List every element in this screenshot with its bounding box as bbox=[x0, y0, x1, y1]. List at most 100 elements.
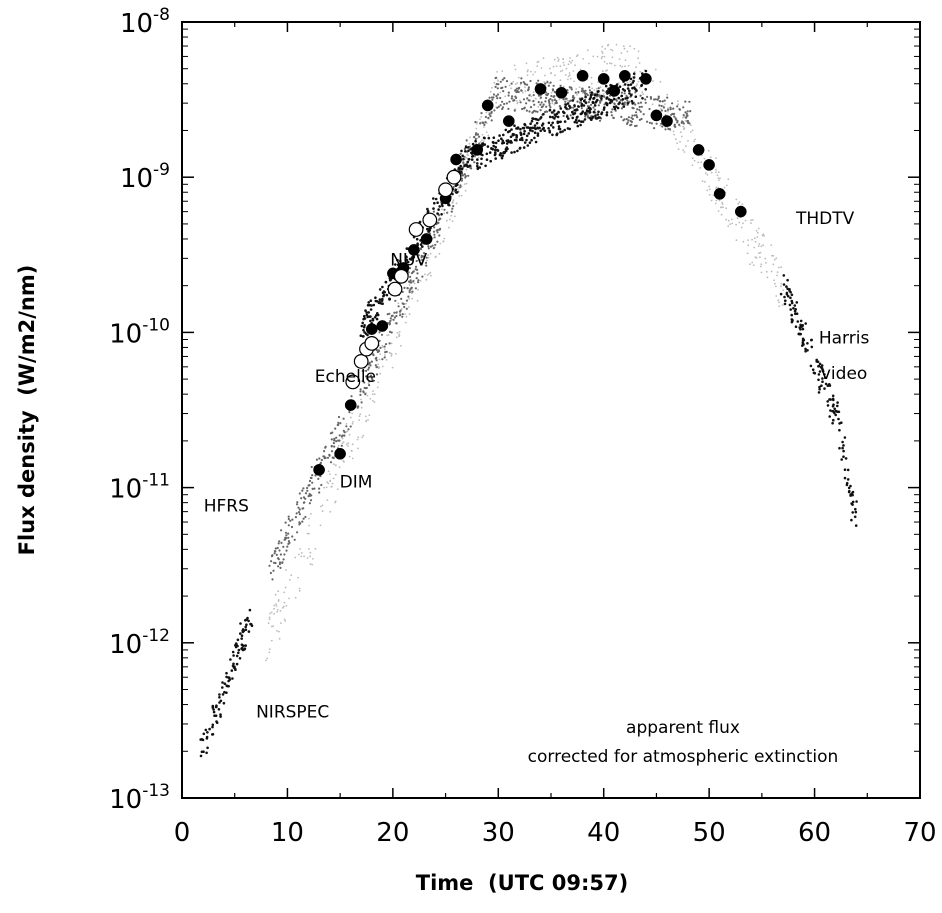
data-dot bbox=[493, 109, 496, 112]
data-dot bbox=[471, 155, 474, 158]
echelle-point bbox=[353, 354, 369, 369]
data-dot bbox=[586, 49, 589, 52]
data-dot bbox=[311, 474, 314, 477]
data-dot bbox=[534, 97, 537, 100]
data-dot bbox=[632, 72, 636, 75]
data-dot bbox=[335, 440, 338, 443]
dim-point bbox=[692, 144, 705, 156]
data-dot bbox=[598, 94, 601, 97]
data-dot bbox=[782, 283, 786, 286]
data-dot bbox=[790, 301, 794, 305]
data-dot bbox=[310, 494, 313, 497]
data-dot bbox=[551, 102, 554, 105]
data-dot bbox=[283, 591, 286, 594]
dim-point bbox=[471, 144, 484, 156]
data-dot bbox=[672, 107, 675, 110]
data-dot bbox=[640, 105, 643, 108]
echelle-point bbox=[422, 212, 438, 228]
data-dot bbox=[433, 201, 436, 205]
data-dot bbox=[240, 634, 244, 637]
data-dot bbox=[428, 273, 430, 275]
data-dot bbox=[427, 245, 430, 248]
data-dot bbox=[762, 244, 764, 247]
data-dot bbox=[279, 553, 282, 556]
data-dot bbox=[622, 45, 625, 48]
data-dot bbox=[556, 56, 559, 59]
data-dot bbox=[367, 366, 371, 369]
data-dot bbox=[275, 603, 277, 605]
data-dot bbox=[495, 94, 498, 98]
data-dot bbox=[670, 113, 673, 116]
data-dot bbox=[583, 118, 587, 121]
data-dot bbox=[699, 167, 702, 169]
data-dot bbox=[499, 80, 502, 83]
data-dot bbox=[659, 80, 662, 83]
data-dot bbox=[515, 127, 518, 130]
data-dot bbox=[410, 256, 414, 259]
data-dot bbox=[561, 69, 564, 72]
x-tick-label: 0 bbox=[174, 818, 191, 848]
data-dot bbox=[296, 501, 299, 504]
data-dot bbox=[661, 125, 664, 128]
data-dot bbox=[388, 330, 392, 333]
data-dot bbox=[369, 364, 372, 367]
data-dot bbox=[377, 381, 380, 384]
data-dot bbox=[294, 596, 297, 599]
data-dot bbox=[459, 152, 462, 155]
data-dot bbox=[804, 350, 807, 353]
data-dot bbox=[465, 182, 468, 185]
data-dot bbox=[832, 410, 835, 413]
data-dot bbox=[577, 105, 580, 108]
data-dot bbox=[828, 384, 832, 387]
data-dot bbox=[542, 57, 545, 60]
data-dot bbox=[486, 145, 490, 148]
data-dot bbox=[687, 140, 689, 142]
y-axis-title: Flux density (W/m2/nm) bbox=[15, 265, 39, 556]
data-dot bbox=[245, 623, 248, 626]
x-tick-label: 70 bbox=[903, 818, 936, 848]
data-dot bbox=[762, 233, 765, 236]
data-dot bbox=[567, 63, 570, 66]
data-dot bbox=[611, 49, 614, 52]
data-dot bbox=[244, 625, 247, 629]
data-dot bbox=[199, 754, 203, 758]
data-dot bbox=[410, 286, 413, 289]
data-dot bbox=[847, 490, 851, 494]
data-dot bbox=[840, 458, 843, 461]
data-dot bbox=[348, 433, 351, 436]
data-dot bbox=[600, 94, 604, 98]
data-dot bbox=[501, 86, 504, 89]
data-dot bbox=[619, 98, 622, 101]
data-dot bbox=[526, 70, 529, 73]
data-dot bbox=[301, 489, 304, 492]
data-dot bbox=[594, 114, 597, 117]
data-dot bbox=[364, 393, 367, 396]
data-dot bbox=[398, 330, 401, 333]
data-dot bbox=[274, 547, 277, 550]
data-dot bbox=[342, 441, 345, 443]
data-dot bbox=[324, 445, 327, 448]
data-dot bbox=[590, 91, 594, 94]
data-dot bbox=[834, 413, 837, 417]
data-dot bbox=[282, 605, 285, 608]
data-dot bbox=[799, 323, 802, 327]
data-dot bbox=[308, 532, 310, 535]
data-dot bbox=[333, 445, 336, 448]
data-dot bbox=[536, 65, 539, 67]
series-nirspec bbox=[199, 608, 254, 758]
data-dot bbox=[513, 124, 516, 127]
data-dot bbox=[418, 259, 421, 262]
data-dot bbox=[821, 370, 825, 373]
data-dot bbox=[232, 654, 235, 657]
data-dot bbox=[437, 214, 441, 217]
data-dot bbox=[281, 561, 284, 564]
data-dot bbox=[784, 299, 787, 303]
data-dot bbox=[385, 359, 388, 361]
data-dot bbox=[776, 271, 779, 273]
data-dot bbox=[484, 121, 487, 124]
data-dot bbox=[677, 103, 680, 106]
data-dot bbox=[609, 62, 611, 64]
data-dot bbox=[823, 373, 826, 376]
data-dot bbox=[778, 305, 781, 308]
data-dot bbox=[273, 612, 275, 615]
